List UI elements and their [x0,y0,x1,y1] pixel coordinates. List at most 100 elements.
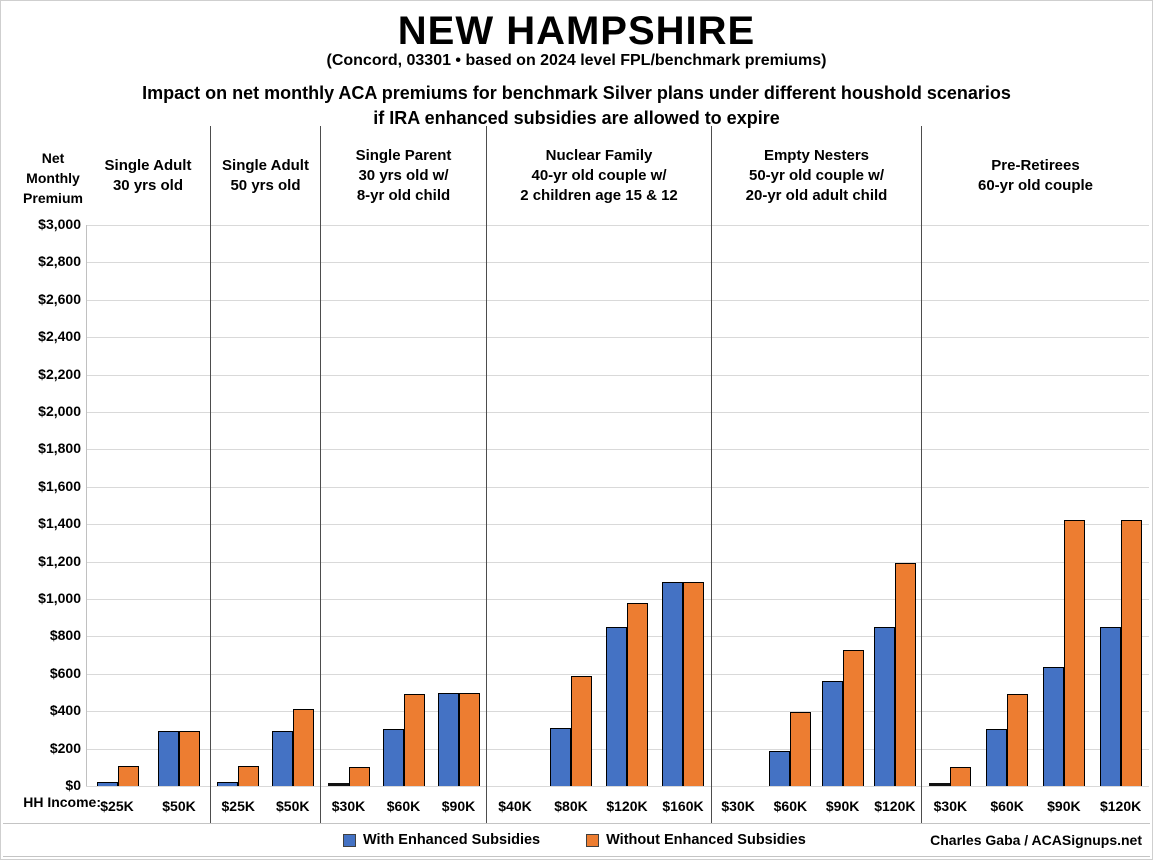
bar-pair [1099,519,1142,786]
y-tick-label: $3,000 [38,216,81,232]
bar-with-subsidies-zero [327,783,349,786]
bar-without-subsidies [950,767,972,786]
panel-header-line: 60-yr old couple [977,176,1094,194]
panel-header-line: Empty Nesters [763,146,870,164]
bar-group [712,225,764,786]
panel: Pre-Retirees 60-yr old couple $30K $60K $90K… [921,126,1149,823]
bar-group [599,225,655,786]
bar-without-subsidies [627,602,648,786]
bar-pair [550,675,592,786]
bar-pair [662,582,704,786]
panel-x-labels: $30K $60K $90K $120K [712,786,921,823]
bar-pair [96,766,139,786]
plot-area: Single Adult 30 yrs old $25K $50K Single Adu… [86,126,1149,823]
bar-with-subsidies-zero [929,783,951,786]
panel-header: Nuclear Family 40-yr old couple w/2 child… [487,126,711,225]
bar-without-subsidies [238,766,260,786]
bar-with-subsidies [1042,667,1064,786]
panel-x-labels: $30K $60K $90K [321,786,486,823]
gridline [86,561,1149,563]
panel-header: Single Parent 30 yrs old w/8-yr old child [321,126,486,225]
x-tick-label: $50K [162,797,196,814]
x-tick-label: $25K [100,797,134,814]
x-tick-label: $160K [662,797,704,814]
bar-pair [606,602,648,786]
gridline [86,299,1149,301]
y-tick-label: $200 [49,739,81,756]
bar-group [487,225,543,786]
gridline [86,225,1149,226]
gridline [86,599,1149,600]
bar-pair [769,712,812,786]
y-tick-label: $2,800 [38,253,81,270]
bar-with-subsidies [158,730,180,786]
x-tick-label: $90K [441,797,476,814]
bar-without-subsidies [790,712,812,786]
x-tick-label: $30K [331,797,366,814]
bar-without-subsidies [683,582,704,786]
bar-group [979,225,1036,786]
x-tick-label: $60K [773,797,808,814]
panel-header-line: 50 yrs old [230,176,301,194]
y-tick-label: $1,000 [38,590,81,606]
x-tick-label: $30K [721,797,755,814]
y-tick-label: $1,200 [38,552,81,569]
x-tick-label: $90K [825,797,860,814]
legend: With Enhanced Subsidies Without Enhanced… [3,823,1150,857]
bar-pair [437,692,480,786]
panel-header-line: Nuclear Family [545,146,653,164]
bar-with-subsidies [821,681,843,786]
bar-pair [873,563,916,786]
panel-header-line: 30 yrs old [112,176,184,194]
panel-x-labels: $40K $80K $120K $160K [487,786,711,823]
x-tick-label: $80K [554,797,588,814]
legend-item-without-subsidies: Without Enhanced Subsidies [586,832,806,848]
panel: Nuclear Family 40-yr old couple w/2 child… [486,126,711,823]
bar-group [149,225,211,786]
bar-group [543,225,599,786]
panel-bars [712,225,921,786]
panel-header-line: Single Adult [222,156,309,174]
y-tick-label: $600 [49,664,81,681]
gridline [86,374,1149,376]
y-tick-label: $400 [49,702,81,719]
bar-group [266,225,321,786]
legend-item-with-subsidies: With Enhanced Subsidies [343,832,540,848]
legend-swatch-orange-icon [586,833,600,847]
panel-header-line: 2 children age 15 & 12 [520,186,678,204]
x-tick-label: $50K [276,797,310,814]
legend-label-without: Without Enhanced Subsidies [606,832,806,848]
panel-bars [211,225,320,786]
panel-header-line: 30 yrs old w/ [358,166,449,184]
bar-without-subsidies [571,675,592,786]
panel-x-labels: $30K $60K $90K $120K [922,786,1149,823]
panel-bars [487,225,711,786]
bar-group [376,225,431,786]
x-tick-label: $90K [1047,797,1081,814]
x-tick-label: $120K [606,797,648,814]
x-tick-label: $60K [386,797,421,814]
panel-header: Single Adult 50 yrs old [211,126,320,225]
x-tick-label: $60K [990,797,1024,814]
bar-without-subsidies [292,709,314,786]
bar-group [817,225,869,786]
y-tick-label: $2,600 [38,290,81,307]
y-tick-label: $800 [49,627,81,644]
bar-without-subsidies [117,766,139,786]
bar-without-subsidies [1063,519,1085,786]
y-axis-title-line: Premium [23,190,83,206]
y-tick-label: $2,400 [38,328,81,345]
chart-heading: Impact on net monthly ACA premiums for b… [1,81,1152,131]
bar-without-subsidies [1120,519,1142,786]
bar-group [655,225,711,786]
bar-without-subsidies [458,692,480,786]
panel: Empty Nesters 50-yr old couple w/20-yr ol… [711,126,921,823]
bar-without-subsidies [403,694,425,786]
bar-pair [327,767,370,786]
bar-with-subsidies [217,782,239,786]
bar-group [922,225,979,786]
chart-heading-line1: Impact on net monthly ACA premiums for b… [142,83,1011,103]
bar-with-subsidies [606,627,627,786]
bar-with-subsidies [437,692,459,786]
